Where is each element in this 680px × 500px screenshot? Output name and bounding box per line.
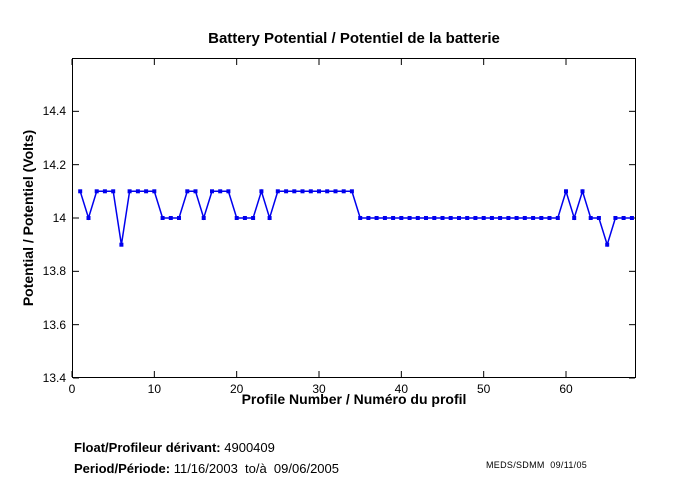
data-point-marker bbox=[555, 216, 560, 220]
data-point-marker bbox=[432, 216, 437, 220]
plot-svg bbox=[71, 58, 636, 379]
data-point-marker bbox=[605, 242, 610, 247]
data-point-marker bbox=[201, 216, 206, 220]
data-point-marker bbox=[366, 216, 371, 220]
data-point-marker bbox=[333, 189, 338, 194]
data-point-marker bbox=[596, 216, 601, 220]
data-point-marker bbox=[457, 216, 461, 220]
x-tick-label: 30 bbox=[312, 382, 326, 396]
data-point-marker bbox=[391, 216, 396, 220]
data-point-marker bbox=[251, 216, 256, 220]
data-point-marker bbox=[547, 216, 552, 220]
data-point-marker bbox=[111, 189, 116, 194]
data-point-marker bbox=[440, 216, 445, 220]
x-tick-label: 40 bbox=[394, 382, 408, 396]
plot-area bbox=[71, 58, 636, 379]
data-point-marker bbox=[210, 189, 214, 194]
data-point-marker bbox=[144, 189, 149, 194]
data-point-marker bbox=[473, 216, 478, 220]
chart-title: Battery Potential / Potentiel de la batt… bbox=[208, 30, 500, 47]
data-point-marker bbox=[94, 189, 99, 194]
axes-box bbox=[72, 58, 636, 378]
data-point-marker bbox=[564, 189, 568, 194]
data-point-marker bbox=[259, 189, 264, 194]
x-tick-label: 20 bbox=[229, 382, 244, 396]
data-point-marker bbox=[242, 216, 247, 220]
float-id-line: Float/Profileur dérivant: 4900409 bbox=[74, 440, 275, 455]
data-point-marker bbox=[218, 189, 223, 194]
x-tick-label: 0 bbox=[68, 382, 76, 396]
x-tick-label: 60 bbox=[559, 382, 573, 396]
x-tick-label: 50 bbox=[476, 382, 491, 396]
period-line: Period/Période: 11/16/2003 to/à 09/06/20… bbox=[74, 461, 339, 476]
y-tick-label: 14.4 bbox=[42, 104, 66, 119]
float-id-value: 4900409 bbox=[224, 440, 275, 455]
period-value: 11/16/2003 to/à 09/06/2005 bbox=[173, 461, 339, 476]
data-point-marker bbox=[489, 216, 494, 220]
data-point-marker bbox=[308, 189, 313, 194]
data-point-marker bbox=[177, 216, 181, 220]
y-tick-label: 13.6 bbox=[42, 317, 66, 332]
data-point-marker bbox=[300, 189, 305, 194]
data-point-marker bbox=[135, 189, 140, 194]
meds-sdmm-credit: MEDS/SDMM 09/11/05 bbox=[486, 460, 588, 470]
data-point-marker bbox=[226, 189, 231, 194]
data-point-marker bbox=[580, 189, 585, 194]
data-point-marker bbox=[275, 189, 280, 194]
data-point-marker bbox=[185, 189, 190, 194]
data-point-marker bbox=[629, 216, 634, 220]
y-tick-label: 13.8 bbox=[42, 264, 66, 279]
data-point-marker bbox=[152, 189, 157, 194]
data-point-marker bbox=[317, 189, 321, 194]
data-point-marker bbox=[234, 216, 239, 220]
data-point-marker bbox=[168, 216, 173, 220]
data-point-marker bbox=[349, 189, 354, 194]
x-axis-label: Profile Number / Numéro du profil bbox=[241, 391, 467, 407]
data-point-marker bbox=[267, 216, 272, 220]
data-point-marker bbox=[613, 216, 618, 220]
data-point-marker bbox=[522, 216, 527, 220]
data-point-marker bbox=[588, 216, 593, 220]
y-tick-label: 14.2 bbox=[42, 157, 66, 172]
data-point-marker bbox=[481, 216, 486, 220]
data-point-marker bbox=[160, 216, 165, 220]
period-label: Period/Période: bbox=[74, 461, 171, 476]
data-point-marker bbox=[341, 189, 346, 194]
data-point-marker bbox=[102, 189, 107, 194]
data-point-marker bbox=[498, 216, 503, 220]
data-point-marker bbox=[78, 189, 83, 194]
data-point-marker bbox=[407, 216, 412, 220]
data-point-marker bbox=[193, 189, 198, 194]
y-tick-label: 13.4 bbox=[42, 371, 66, 385]
data-point-marker bbox=[325, 189, 330, 194]
data-point-marker bbox=[382, 216, 387, 220]
data-point-marker bbox=[399, 216, 404, 220]
data-point-marker bbox=[358, 216, 363, 220]
x-tick-label: 10 bbox=[147, 382, 161, 396]
data-point-marker bbox=[539, 216, 544, 220]
data-point-marker bbox=[424, 216, 428, 220]
data-point-marker bbox=[531, 216, 536, 220]
y-tick-label: 14 bbox=[52, 211, 66, 225]
data-point-marker bbox=[86, 216, 91, 220]
data-point-marker bbox=[119, 242, 124, 247]
data-point-marker bbox=[514, 216, 519, 220]
float-id-label: Float/Profileur dérivant: bbox=[74, 440, 221, 455]
data-point-marker bbox=[465, 216, 470, 220]
data-point-marker bbox=[621, 216, 626, 220]
data-point-marker bbox=[506, 216, 511, 220]
data-point-marker bbox=[284, 189, 289, 194]
data-point-marker bbox=[127, 189, 132, 194]
data-point-marker bbox=[292, 189, 297, 194]
data-point-marker bbox=[415, 216, 420, 220]
data-point-marker bbox=[448, 216, 453, 220]
data-point-marker bbox=[572, 216, 577, 220]
data-point-marker bbox=[374, 216, 379, 220]
